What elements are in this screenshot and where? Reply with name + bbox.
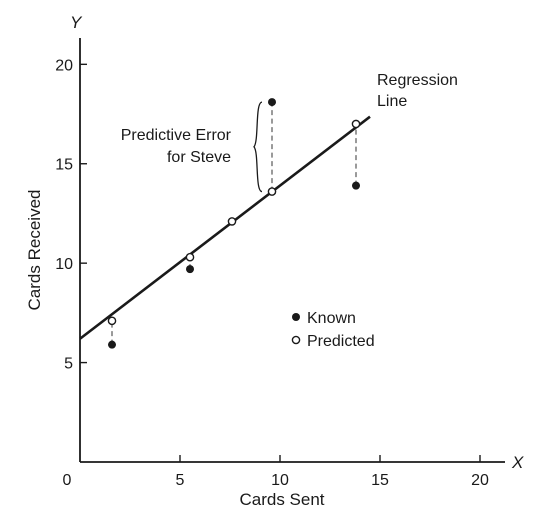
- x-axis-title: Cards Sent: [239, 490, 324, 509]
- annotation-text-line1: Predictive Error: [121, 127, 232, 144]
- predictive-error-annotation: Predictive Error for Steve: [121, 101, 263, 193]
- annotation-brace: [253, 101, 263, 193]
- known-point: [352, 181, 360, 190]
- predicted-point: [107, 316, 117, 326]
- y-ticks: 5 10 15 20: [55, 57, 87, 373]
- y-tick-label: 5: [64, 356, 73, 373]
- known-point: [186, 265, 194, 274]
- legend-known-marker: [292, 313, 300, 321]
- predicted-point: [185, 252, 195, 262]
- axes: X Y Cards Sent Cards Received: [25, 13, 524, 509]
- predicted-point: [227, 217, 237, 226]
- x-tick-label: 10: [271, 472, 289, 489]
- known-point: [108, 340, 116, 349]
- y-tick-label: 10: [55, 256, 73, 273]
- legend-predicted-label: Predicted: [307, 333, 375, 350]
- y-axis-letter: Y: [70, 13, 83, 32]
- known-point: [268, 98, 276, 107]
- annotation-text-line2: for Steve: [167, 149, 231, 166]
- legend-predicted-marker: [291, 335, 301, 345]
- x-tick-label: 15: [371, 472, 389, 489]
- regression-line: [79, 115, 371, 340]
- x-tick-label: 20: [471, 472, 489, 489]
- y-axis-title: Cards Received: [25, 190, 44, 311]
- legend: Known Predicted: [291, 310, 375, 350]
- x-tick-label: 5: [176, 472, 185, 489]
- predicted-point: [267, 187, 277, 196]
- regression-line-label: Regression Line: [377, 72, 462, 110]
- y-tick-label: 20: [55, 57, 73, 74]
- data-points: [107, 98, 361, 349]
- x-axis-letter: X: [511, 453, 524, 472]
- predicted-point: [351, 119, 361, 129]
- x-ticks: 0 5 10 15 20: [63, 455, 489, 489]
- x-tick-label: 0: [63, 472, 72, 489]
- legend-known-label: Known: [307, 310, 356, 327]
- y-tick-label: 15: [55, 157, 73, 174]
